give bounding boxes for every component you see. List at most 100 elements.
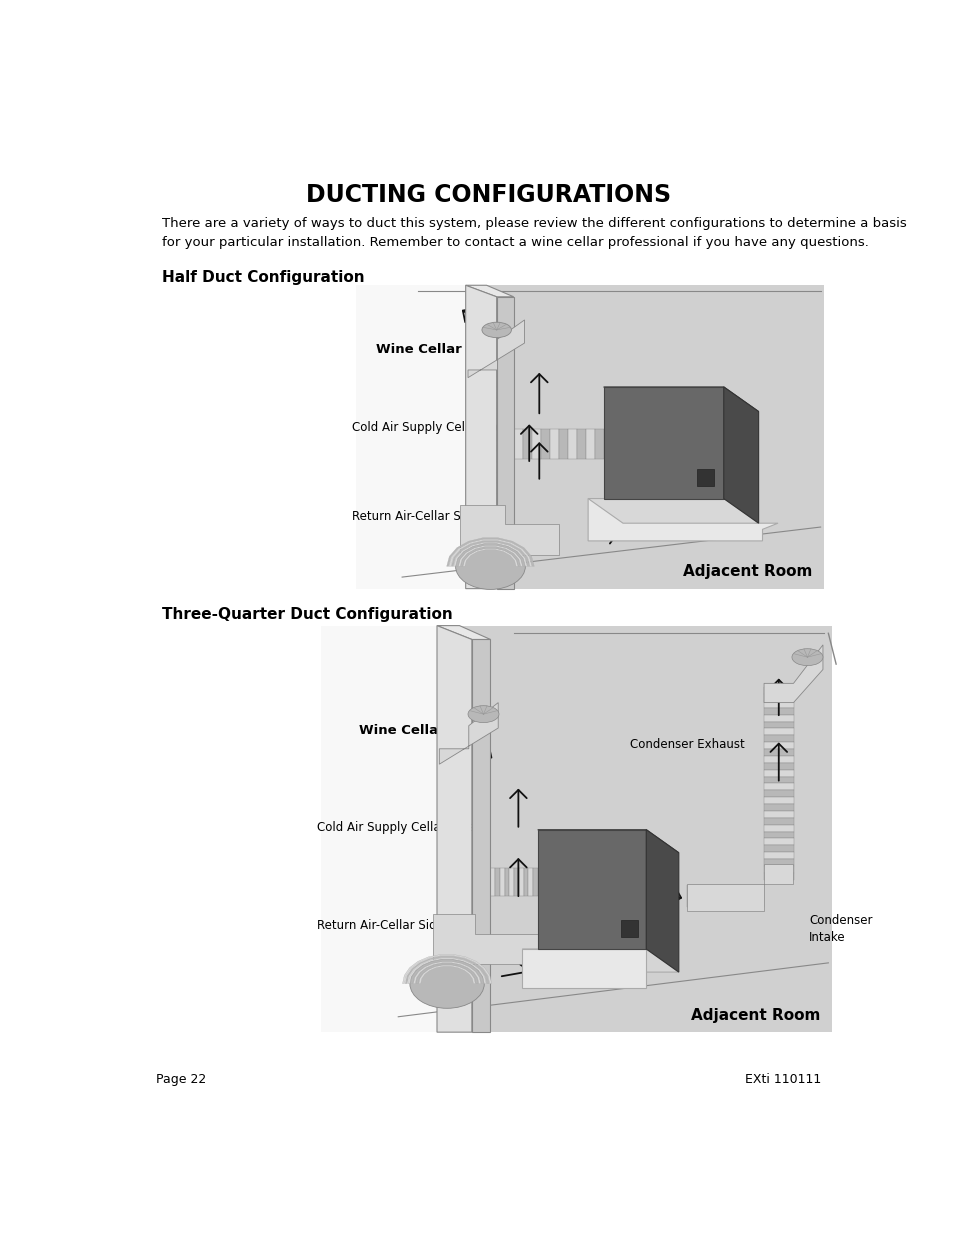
Bar [763,839,793,845]
Bar [763,777,793,783]
Bar [763,852,793,860]
Polygon shape [456,543,524,567]
Bar [499,868,504,895]
Bar [439,866,468,871]
Bar [468,414,497,420]
Text: Three-Quarter Duct Configuration: Three-Quarter Duct Configuration [162,608,452,622]
Bar [763,790,793,798]
Polygon shape [462,548,517,567]
Bar [514,868,518,895]
Bar [504,868,509,895]
Bar [439,882,468,888]
Bar [439,763,468,769]
Polygon shape [416,963,477,983]
Bar [528,868,533,895]
Bar [763,873,793,879]
Bar [468,457,497,462]
Bar [468,377,497,382]
Bar [468,436,497,441]
Bar [545,526,552,551]
Bar [439,888,468,893]
Ellipse shape [456,543,525,589]
Bar [468,393,497,398]
Polygon shape [446,537,534,567]
Bar [523,868,528,895]
Bar [439,769,468,774]
Bar [522,430,531,458]
Bar [468,425,497,430]
Polygon shape [587,499,778,541]
Bar [763,825,793,831]
Bar [468,372,497,377]
Ellipse shape [468,705,498,722]
Bar [531,935,537,961]
Bar [468,483,497,489]
Bar [754,885,763,906]
Bar [594,430,603,458]
Bar [439,806,468,811]
Ellipse shape [410,960,484,1008]
Bar [320,626,436,1032]
Polygon shape [439,703,497,764]
Polygon shape [465,285,497,589]
Bar [567,430,576,458]
Polygon shape [451,541,529,567]
Bar [521,948,645,988]
Bar [509,868,514,895]
Bar [696,885,705,906]
Bar [468,420,497,425]
Bar [513,430,522,458]
Bar [439,785,468,790]
Bar [603,387,723,499]
Bar [468,494,497,499]
Bar [468,452,497,457]
Bar [468,409,497,414]
Bar [540,430,549,458]
Bar [763,701,793,708]
Bar [439,855,468,861]
Bar [538,526,545,551]
Bar [525,526,532,551]
Bar [481,935,489,961]
Bar [734,885,744,906]
Bar [763,721,793,729]
Bar [537,830,645,948]
Polygon shape [449,540,532,567]
Bar [468,446,497,452]
Bar [439,829,468,834]
Bar [686,885,696,906]
Bar [439,802,468,806]
Polygon shape [521,948,679,972]
Text: Page 22: Page 22 [156,1073,207,1086]
Bar [439,779,468,785]
Bar [763,845,793,852]
Bar [472,640,490,1032]
Bar [724,885,734,906]
Bar [502,935,510,961]
Bar [558,430,567,458]
Bar [468,366,497,372]
Bar [439,790,468,795]
Bar [763,804,793,811]
Bar [620,920,638,936]
Bar [763,729,793,735]
Polygon shape [410,960,483,983]
Polygon shape [763,645,822,703]
Text: Cold Air Supply Cellar Side: Cold Air Supply Cellar Side [316,821,475,834]
Bar [763,694,793,701]
Bar [439,893,468,898]
Bar [439,774,468,779]
Polygon shape [413,962,480,983]
Text: Cold Air Supply Cellar Side: Cold Air Supply Cellar Side [352,421,509,435]
Bar [533,868,537,895]
Bar [763,750,793,756]
Bar [468,388,497,393]
Bar [468,382,497,388]
Bar [518,526,525,551]
Bar [512,526,518,551]
Text: Half Duct Configuration: Half Duct Configuration [162,270,364,285]
Bar [439,845,468,850]
Bar [576,430,585,458]
Text: Adjacent Room: Adjacent Room [682,564,812,579]
Polygon shape [454,542,527,567]
